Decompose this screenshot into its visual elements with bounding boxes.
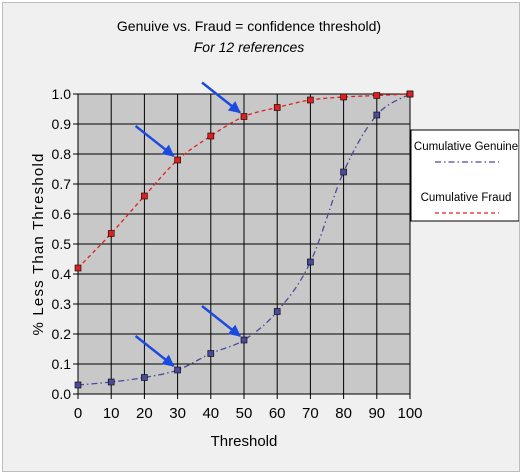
y-tick-label: 0.4 [52, 266, 72, 282]
annotation-arrow [134, 125, 175, 157]
genuine-point [307, 258, 314, 266]
fraud-point [141, 192, 148, 200]
y-tick-label: 0.2 [52, 326, 72, 342]
y-tick-label: 0.9 [52, 116, 72, 132]
legend-box [410, 129, 520, 222]
fraud-point [273, 104, 281, 111]
y-tick-label: 0.3 [52, 296, 72, 312]
y-axis-label: % Less Than Threshold [30, 152, 47, 335]
cdf-chart: Genuive vs. Fraud = confidence threshold… [30, 18, 520, 450]
annotation-arrow [201, 305, 241, 337]
annotation-arrows [134, 81, 241, 367]
chart-frame: Genuive vs. Fraud = confidence threshold… [2, 2, 520, 472]
fraud-point [307, 96, 314, 104]
x-tick-label: 40 [202, 405, 219, 422]
legend-label-fraud: Cumulative Fraud [421, 192, 512, 204]
annotation-arrow [201, 81, 241, 114]
fraud-point [174, 156, 181, 164]
y-tick-label: 0.1 [52, 356, 72, 372]
genuine-point [141, 374, 148, 381]
legend: Cumulative Genuine Cumulative Fraud [410, 129, 520, 222]
legend-label-genuine: Cumulative Genuine [414, 141, 518, 153]
y-tick-label: 0.7 [52, 176, 72, 192]
x-tick-label: 90 [368, 405, 385, 422]
genuine-point [373, 111, 381, 119]
x-tick-label: 100 [397, 405, 422, 422]
genuine-point [207, 350, 215, 357]
fraud-point [107, 230, 115, 237]
x-tick-label: 20 [136, 405, 153, 422]
y-tick-label: 0.8 [52, 146, 72, 162]
x-tick-label: 60 [269, 405, 286, 422]
grid-lines [73, 93, 411, 399]
genuine-point [174, 366, 181, 374]
x-tick-label: 0 [74, 405, 82, 422]
fraud-point [406, 90, 414, 98]
fraud-point [240, 113, 248, 120]
x-tick-label: 10 [103, 405, 120, 422]
x-tick-labels: 0 10 20 30 40 50 60 70 80 90 100 [74, 405, 423, 422]
fraud-point [74, 264, 82, 272]
y-tick-labels: 0.0 0.1 0.2 0.3 0.4 0.5 0.6 0.7 0.8 0.9 1.0 [52, 86, 72, 402]
annotation-arrow [134, 335, 175, 367]
fraud-point [207, 132, 215, 140]
fraud-point [340, 93, 347, 101]
fraud-point [373, 92, 381, 99]
series-points [74, 90, 414, 389]
x-tick-label: 80 [335, 405, 352, 422]
genuine-point [340, 168, 347, 176]
y-tick-label: 0.6 [52, 206, 72, 222]
x-tick-label: 70 [302, 405, 319, 422]
x-tick-label: 30 [169, 405, 186, 422]
y-tick-label: 0.0 [52, 386, 72, 402]
genuine-point [273, 308, 281, 315]
y-tick-label: 0.5 [52, 236, 72, 252]
x-axis-label: Threshold [211, 433, 278, 450]
genuine-point [107, 378, 115, 386]
x-tick-label: 50 [236, 405, 253, 422]
genuine-point [74, 381, 82, 389]
chart-subtitle: For 12 references [194, 39, 305, 55]
genuine-point [240, 336, 248, 344]
chart-title: Genuive vs. Fraud = confidence threshold… [117, 18, 381, 34]
y-tick-label: 1.0 [52, 86, 72, 102]
